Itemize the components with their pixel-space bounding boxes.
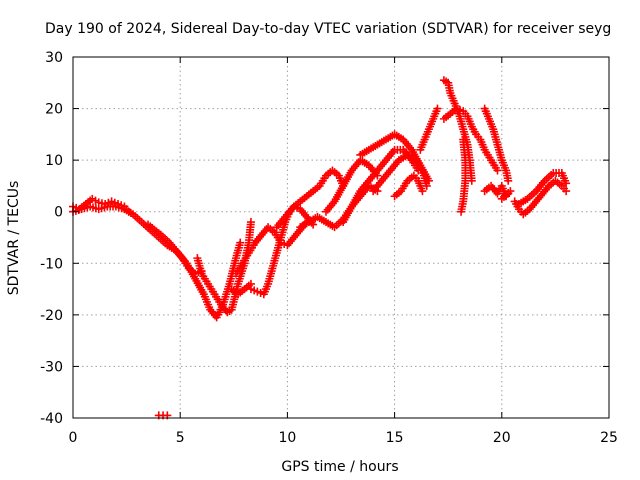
series-arc-14 bbox=[390, 171, 427, 201]
data-point bbox=[562, 187, 571, 196]
data-point bbox=[246, 218, 255, 227]
data-point bbox=[457, 207, 466, 216]
x-tick-label: 20 bbox=[493, 430, 511, 446]
series-arc-05 bbox=[227, 279, 255, 299]
plot-frame bbox=[72, 56, 610, 419]
data-point bbox=[562, 179, 571, 188]
series-arc-13 bbox=[369, 150, 431, 196]
grid-lines bbox=[73, 57, 609, 418]
y-axis-label: SDTVAR / TECUs bbox=[6, 181, 22, 296]
data-point bbox=[418, 187, 427, 196]
data-point bbox=[504, 176, 513, 185]
series-arc-20 bbox=[480, 181, 515, 203]
series-arc-15 bbox=[416, 104, 442, 154]
series-arc-18 bbox=[439, 104, 502, 175]
y-tick-label: 30 bbox=[45, 50, 63, 66]
series-arc-16 bbox=[439, 76, 476, 185]
x-axis-label: GPS time / hours bbox=[281, 459, 398, 475]
y-tick-label: -20 bbox=[40, 308, 63, 324]
y-tick-label: 0 bbox=[54, 205, 63, 221]
series-arc-03 bbox=[144, 220, 245, 322]
data-point bbox=[493, 166, 502, 175]
y-tick-label: -40 bbox=[40, 411, 63, 427]
y-tick-label: -30 bbox=[40, 359, 63, 375]
y-tick-label: -10 bbox=[40, 256, 63, 272]
series-arc-17 bbox=[457, 135, 470, 216]
chart-title: Day 190 of 2024, Sidereal Day-to-day VTE… bbox=[45, 21, 611, 37]
series-arc-02 bbox=[69, 202, 206, 278]
x-tick-label: 15 bbox=[386, 430, 404, 446]
x-tick-label: 10 bbox=[278, 430, 296, 446]
series-arc-10 bbox=[321, 156, 382, 216]
y-tick-label: 20 bbox=[45, 102, 63, 118]
x-tick-label: 5 bbox=[176, 430, 185, 446]
data-series bbox=[69, 76, 571, 420]
data-point bbox=[236, 238, 245, 247]
x-tick-label: 0 bbox=[69, 430, 78, 446]
series-arc-21 bbox=[510, 176, 571, 219]
x-axis-ticks: 0 5 10 15 20 25 bbox=[69, 57, 618, 446]
y-axis-ticks: 30 20 10 0 -10 -20 -30 -40 bbox=[40, 50, 609, 427]
series-arc-22 bbox=[514, 169, 571, 208]
series-arc-19 bbox=[480, 104, 513, 185]
x-tick-label: 25 bbox=[600, 430, 618, 446]
y-tick-label: 10 bbox=[45, 153, 63, 169]
data-point bbox=[433, 104, 442, 113]
data-point bbox=[497, 194, 506, 203]
